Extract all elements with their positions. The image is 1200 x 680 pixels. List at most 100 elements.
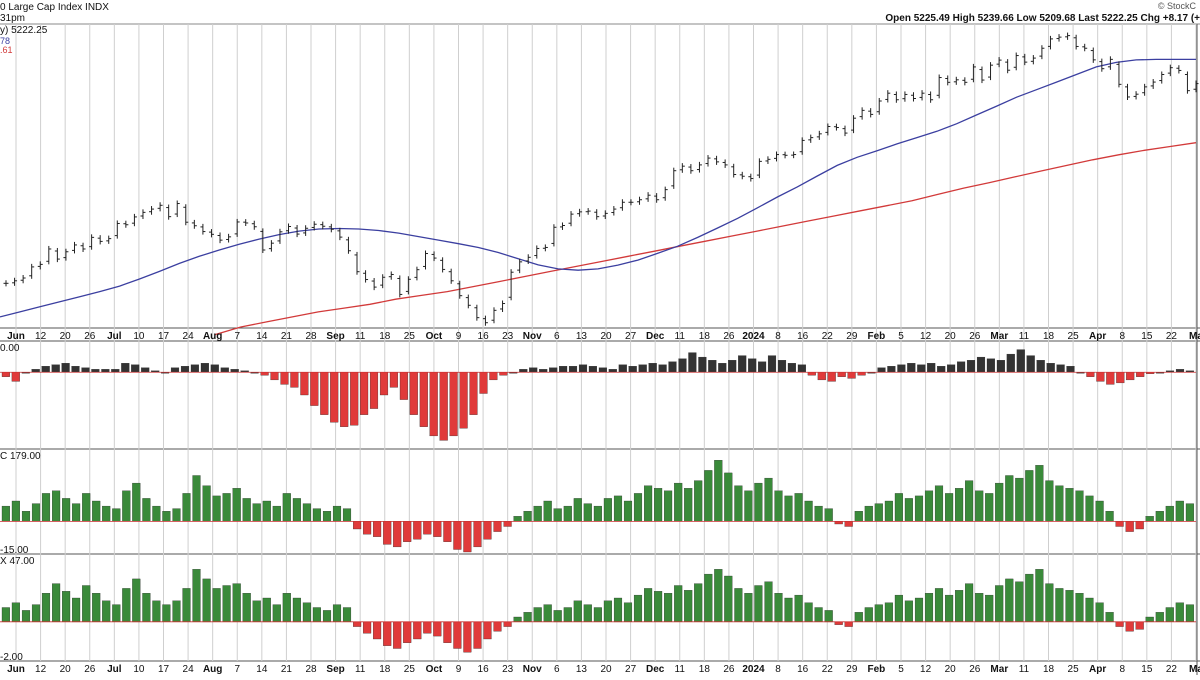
x-tick-label: Oct (426, 331, 443, 342)
hist-bar (322, 511, 332, 522)
hist-bar (393, 521, 402, 548)
panel-frames (0, 23, 1200, 675)
hist-bar (369, 372, 379, 409)
hist-bar (242, 593, 251, 622)
hist-bar (182, 588, 191, 622)
hist-bar (533, 607, 542, 622)
hist-bar (598, 367, 607, 373)
hist-bar (1175, 602, 1184, 622)
price-bar (294, 224, 300, 238)
hist-bar (363, 521, 372, 535)
hist-bar (82, 585, 91, 622)
hist-bar (300, 372, 309, 396)
panel3-top-label: C 179.00 (0, 451, 41, 462)
price-bar (303, 225, 309, 236)
x-tick-label: Dec (646, 664, 665, 675)
x-tick-label: 20 (945, 664, 957, 675)
hist-bar (794, 493, 803, 522)
hist-bar (242, 498, 251, 522)
hist-bar (728, 360, 737, 373)
hist-bar (202, 578, 211, 623)
hist-bar (824, 508, 833, 522)
hist-bar (131, 364, 140, 373)
x-tick-label: Mar (990, 664, 1008, 675)
x-tick-label: 18 (699, 664, 711, 675)
hist-bar (41, 366, 50, 373)
price-bar (1150, 79, 1156, 89)
x-tick-label: Nov (523, 331, 542, 342)
hist-bar (924, 593, 934, 622)
hist-bar (493, 621, 502, 632)
price-bar (962, 77, 968, 86)
price-bar (345, 236, 351, 254)
hist-bar (373, 521, 382, 537)
hist-bar (523, 511, 532, 522)
hist-bar (41, 493, 51, 522)
price-bar (645, 192, 651, 202)
hist-bar (332, 505, 342, 522)
hist-bar (807, 372, 816, 376)
price-bar (979, 66, 985, 84)
hist-bar (563, 505, 572, 522)
hist-bar (469, 372, 478, 415)
price-bar (893, 91, 899, 103)
hist-bar (784, 597, 793, 623)
hist-bar (1155, 511, 1164, 522)
x-tick-label: Sep (326, 664, 344, 675)
hist-bar (212, 495, 221, 522)
price-bar (765, 156, 771, 164)
axis-top-layer: Jun 12 20 26 Jul 10 17 24 Aug 7 14 21 28 Sep 11 18 25 Oct… (7, 331, 1200, 342)
x-tick-label: Jul (107, 331, 122, 342)
price-bar (662, 186, 668, 201)
hist-bar (429, 372, 438, 437)
hist-bar (1095, 602, 1104, 622)
hist-bar (282, 593, 291, 622)
x-tick-label: 25 (1068, 331, 1080, 342)
hist-bar (633, 594, 643, 622)
hist-bar (937, 366, 946, 373)
hist-bar (674, 585, 683, 622)
hist-bar (628, 366, 637, 373)
x-tick-label: 11 (675, 331, 686, 342)
hist-bar (975, 593, 984, 622)
hist-bar (985, 594, 994, 622)
price-bar (611, 206, 617, 216)
price-bar (1013, 52, 1019, 71)
hist-bar (21, 610, 31, 623)
hist-bar (260, 372, 269, 376)
hist-bar (51, 364, 60, 373)
hist3-layer (0, 569, 1196, 653)
hist-bar (379, 372, 389, 396)
price-bar (414, 266, 420, 281)
hist-bar (403, 621, 412, 643)
hist-bar (1086, 372, 1095, 377)
x-tick-label: 15 (1141, 664, 1153, 675)
price-bar (714, 155, 720, 165)
x-tick-label: Feb (868, 664, 886, 675)
hist-bar (1035, 465, 1044, 522)
price-bar (1133, 91, 1139, 100)
hist-bar (774, 593, 783, 622)
hist-bar (21, 511, 31, 522)
hist-bar (290, 372, 299, 388)
ma200-legend: .61 (0, 45, 13, 55)
hist-bar (694, 583, 703, 622)
x-tick-label: 17 (158, 331, 170, 342)
x-tick-label: 24 (183, 664, 195, 675)
price-bar (782, 151, 788, 159)
price-bar (679, 163, 685, 173)
price-bar (320, 221, 326, 230)
hist-bar (202, 485, 211, 522)
price-bar (448, 268, 454, 284)
hist-bar (877, 367, 886, 373)
hist-bar (623, 602, 633, 622)
hist-bar (350, 372, 359, 426)
hist-bar (914, 597, 924, 623)
hist-bar (603, 498, 612, 522)
hist-bar (403, 521, 412, 542)
hist-bar (1135, 621, 1144, 630)
price-bar (363, 270, 369, 283)
hist-bar (413, 521, 422, 540)
hist-bar (955, 590, 964, 622)
hist-bar (222, 585, 231, 622)
